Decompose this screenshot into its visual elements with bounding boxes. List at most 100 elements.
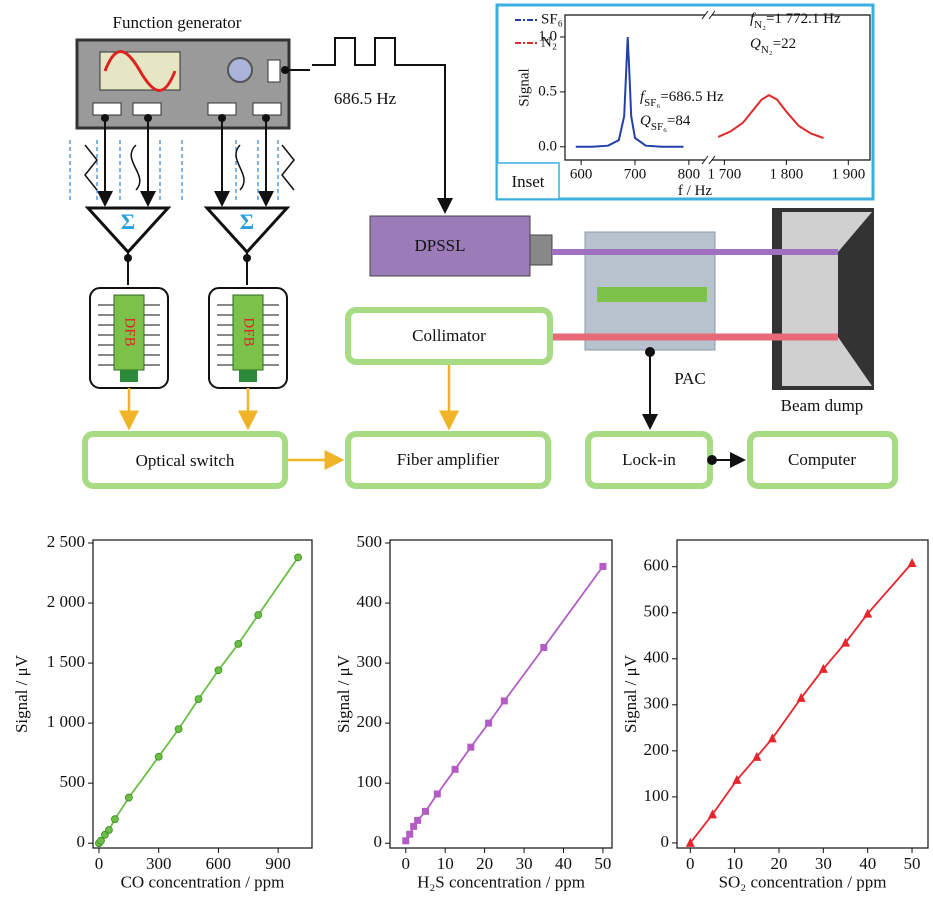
annotation-subscript: SF₆ (644, 97, 660, 109)
x-tick-label: 600 (206, 854, 232, 873)
annotation-symbol: Q (750, 36, 761, 52)
sigma: Σ (240, 209, 254, 234)
connector (530, 235, 552, 265)
y-tick-label: 0 (374, 832, 383, 851)
port (268, 60, 280, 82)
annotation-subscript: N₂ (754, 19, 766, 31)
sensor (597, 287, 707, 302)
x-axis-label: H₂S concentration / ppm (417, 873, 585, 892)
annotation-value: =84 (667, 113, 691, 129)
y-tick-label: 400 (357, 592, 383, 611)
point (255, 612, 262, 619)
x-tick-label: 0 (402, 854, 411, 873)
label: DPSSL (414, 236, 465, 255)
x-axis-label: CO concentration / ppm (121, 873, 285, 892)
x-tick-label: 30 (516, 854, 533, 873)
x-tick-label: 40 (555, 854, 572, 873)
y-axis-label: Signal / μV (621, 654, 640, 733)
point (195, 696, 202, 703)
label: Optical switch (136, 451, 235, 470)
dots (124, 254, 251, 262)
point (410, 823, 417, 830)
port (133, 103, 161, 115)
x-tick-label: 10 (726, 854, 743, 873)
x-tick-label: 600 (570, 166, 593, 182)
point (434, 790, 441, 797)
point (467, 744, 474, 751)
label: 686.5 Hz (334, 89, 397, 108)
annotation-subscript: SF₆ (651, 121, 667, 133)
wires (128, 252, 247, 285)
x-tick-label: 40 (859, 854, 876, 873)
point (485, 720, 492, 727)
point (155, 753, 162, 760)
axis-frame (390, 540, 612, 848)
annotation-subscript: N₂ (761, 44, 773, 56)
point (111, 816, 118, 823)
y-tick-label: 1 500 (47, 652, 85, 671)
y-tick-label: 200 (357, 712, 383, 731)
knob (228, 58, 252, 82)
x-tick-label: 900 (265, 854, 291, 873)
point (414, 817, 421, 824)
x-tick-label: 1 800 (769, 166, 803, 182)
legend-label: N₂ (541, 34, 557, 50)
point (295, 554, 302, 561)
port (208, 103, 236, 115)
label: Beam dump (781, 396, 864, 415)
y-tick-label: 500 (644, 602, 670, 621)
y-tick-label: 300 (357, 652, 383, 671)
port (253, 103, 281, 115)
sigma: Σ (121, 209, 135, 234)
annotation-value: =22 (773, 36, 796, 52)
x-tick-label: 300 (146, 854, 172, 873)
y-tick-label: 500 (357, 532, 383, 551)
point (540, 644, 547, 651)
x-tick-label: 700 (624, 166, 647, 182)
annotation-value: =1 772.1 Hz (766, 11, 841, 27)
x-tick-label: 0 (686, 854, 695, 873)
summers (88, 208, 287, 252)
guides (70, 140, 278, 200)
x-tick-label: 50 (594, 854, 611, 873)
annotation-value: =686.5 Hz (660, 89, 724, 105)
x-axis-label: SO₂ concentration / ppm (719, 873, 887, 892)
y-tick-label: 2 500 (47, 532, 85, 551)
y-axis-label: Signal / μV (334, 654, 353, 733)
x-tick-label: 10 (437, 854, 454, 873)
y-tick-label: 300 (644, 694, 670, 713)
wires (105, 118, 266, 205)
point (501, 697, 508, 704)
x-tick-label: 20 (476, 854, 493, 873)
x-tick-label: 1 700 (708, 166, 742, 182)
y-tick-label: 400 (644, 648, 670, 667)
y-tick-label: 0 (661, 832, 670, 851)
label: Fiber amplifier (397, 450, 500, 469)
annotation-symbol: Q (640, 113, 651, 129)
point (175, 726, 182, 733)
dfb: DFB (241, 317, 257, 346)
point (422, 808, 429, 815)
label: Inset (511, 172, 544, 191)
x-axis-label: f / Hz (678, 183, 712, 199)
point (235, 640, 242, 647)
point (599, 563, 606, 570)
point (402, 837, 409, 844)
y-tick-label: 1 000 (47, 712, 85, 731)
y-axis-label: Signal / μV (12, 654, 31, 733)
figure: Function generator 686.5 Hz Σ Σ DFB DFB … (0, 0, 933, 917)
label: Computer (788, 450, 856, 469)
x-tick-label: 50 (904, 854, 921, 873)
point (105, 826, 112, 833)
y-tick-label: 100 (644, 786, 670, 805)
label: PAC (674, 369, 706, 388)
series-line (690, 563, 912, 843)
port (93, 103, 121, 115)
y-tick-label: 0 (77, 832, 86, 851)
label: Lock-in (622, 450, 676, 469)
x-tick-label: 800 (678, 166, 701, 182)
x-tick-label: 20 (770, 854, 787, 873)
waveforms (85, 145, 294, 190)
dfb: DFB (122, 317, 138, 346)
signal-line (285, 38, 445, 212)
